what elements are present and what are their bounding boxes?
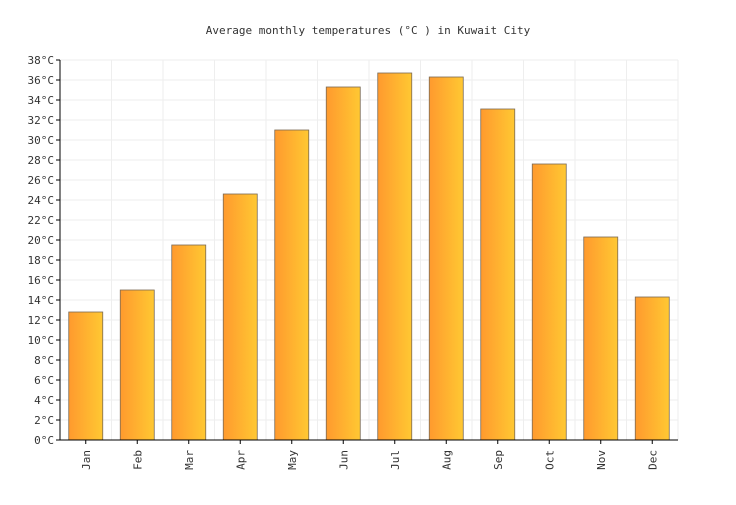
bar-nov (583, 236, 619, 441)
x-tick-label: Jun (337, 450, 350, 470)
y-tick-label: 4°C (34, 394, 54, 407)
y-tick-label: 10°C (28, 334, 55, 347)
x-tick-label: Apr (234, 450, 247, 470)
bar-dec (634, 296, 670, 441)
y-tick-label: 24°C (28, 194, 55, 207)
y-tick-label: 36°C (28, 74, 55, 87)
x-axis-ticks: Jan Feb Mar Apr May Jun Jul Aug Sep Oct Nov Dec (80, 440, 659, 470)
bar-sep (480, 108, 516, 441)
y-tick-label: 0°C (34, 434, 54, 447)
y-tick-label: 20°C (28, 234, 55, 247)
y-tick-label: 32°C (28, 114, 55, 127)
bar-apr (222, 193, 258, 441)
bar-jan (68, 311, 104, 441)
grid-lines (60, 59, 679, 440)
x-tick-label: Mar (183, 450, 196, 470)
y-tick-label: 26°C (28, 174, 55, 187)
bar-feb (119, 289, 155, 441)
bar-mar (171, 244, 207, 441)
chart-title: Average monthly temperatures (°C ) in Ku… (206, 24, 531, 37)
y-tick-label: 16°C (28, 274, 55, 287)
bar-may (274, 129, 310, 441)
bars (68, 72, 670, 441)
x-tick-label: Oct (543, 450, 556, 470)
x-tick-label: Nov (595, 450, 608, 470)
y-tick-label: 8°C (34, 354, 54, 367)
x-tick-label: Dec (646, 450, 659, 470)
y-tick-label: 34°C (28, 94, 55, 107)
y-tick-label: 22°C (28, 214, 55, 227)
x-tick-label: Jan (80, 450, 93, 470)
bar-jun (325, 86, 361, 441)
x-tick-label: May (286, 450, 299, 470)
y-tick-label: 18°C (28, 254, 55, 267)
y-axis-ticks: 0°C 2°C 4°C 6°C 8°C 10°C 12°C 14°C 16°C 18°C 20°C 2… (28, 54, 60, 447)
y-tick-label: 14°C (28, 294, 55, 307)
y-tick-label: 30°C (28, 134, 55, 147)
x-tick-label: Jul (389, 450, 402, 470)
y-tick-label: 38°C (28, 54, 55, 67)
bar-jul (377, 72, 413, 441)
x-tick-label: Aug (440, 450, 453, 470)
y-tick-label: 6°C (34, 374, 54, 387)
y-tick-label: 2°C (34, 414, 54, 427)
x-tick-label: Sep (492, 450, 505, 470)
bar-oct (531, 163, 567, 441)
bar-aug (428, 76, 464, 441)
x-tick-label: Feb (131, 450, 144, 470)
y-tick-label: 28°C (28, 154, 55, 167)
y-tick-label: 12°C (28, 314, 55, 327)
